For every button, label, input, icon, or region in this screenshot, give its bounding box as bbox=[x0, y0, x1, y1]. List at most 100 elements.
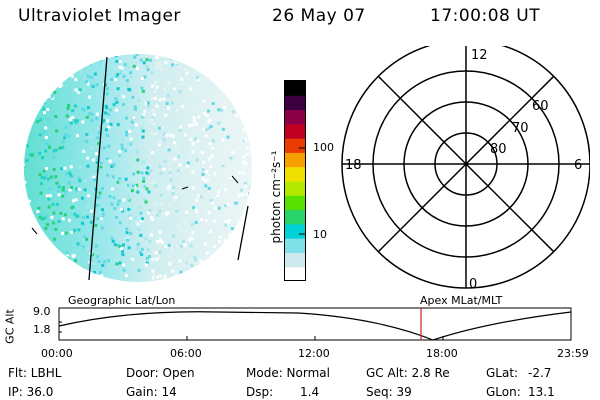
uv-speckle bbox=[177, 155, 181, 159]
uv-speckle bbox=[55, 129, 59, 133]
uv-speckle bbox=[115, 100, 119, 104]
uv-speckle bbox=[121, 249, 124, 253]
uv-speckle bbox=[55, 181, 59, 185]
uv-speckle bbox=[140, 247, 144, 251]
uv-speckle bbox=[184, 61, 188, 64]
uv-speckle bbox=[226, 202, 230, 206]
uv-speckle bbox=[139, 233, 143, 237]
uv-speckle bbox=[25, 226, 29, 229]
uv-speckle bbox=[186, 179, 190, 183]
uv-speckle bbox=[63, 133, 67, 137]
polar-diagonal-2 bbox=[377, 75, 555, 253]
uv-speckle bbox=[40, 102, 44, 106]
uv-speckle bbox=[104, 128, 108, 132]
uv-speckle bbox=[194, 65, 198, 69]
uv-speckle bbox=[212, 220, 216, 224]
uv-speckle bbox=[202, 127, 206, 131]
uv-speckle bbox=[110, 202, 114, 206]
uv-speckle bbox=[90, 146, 93, 150]
gain-info: Gain: 14 bbox=[126, 385, 177, 399]
uv-speckle bbox=[125, 116, 128, 120]
uv-speckle bbox=[181, 54, 185, 58]
uv-speckle bbox=[223, 238, 227, 242]
uv-speckle bbox=[85, 133, 89, 137]
uv-speckle bbox=[214, 277, 218, 281]
uv-speckle bbox=[33, 275, 37, 279]
uv-speckle bbox=[142, 176, 146, 180]
uv-speckle bbox=[127, 207, 131, 211]
uv-speckle bbox=[156, 64, 160, 68]
uv-speckle bbox=[83, 188, 87, 192]
uv-speckle bbox=[209, 125, 213, 128]
uv-speckle bbox=[57, 74, 61, 78]
uv-speckle bbox=[147, 104, 151, 108]
uv-speckle bbox=[41, 265, 45, 269]
uv-speckle bbox=[42, 100, 45, 104]
uv-speckle bbox=[44, 226, 48, 230]
uv-speckle bbox=[159, 139, 163, 143]
uv-speckle bbox=[182, 240, 185, 243]
uv-speckle bbox=[155, 257, 159, 261]
colorbar-band bbox=[285, 123, 305, 139]
uv-speckle bbox=[67, 134, 71, 138]
uv-speckle bbox=[247, 187, 251, 191]
uv-speckle bbox=[43, 176, 47, 180]
uv-speckle bbox=[59, 211, 63, 215]
uv-speckle bbox=[151, 181, 155, 185]
uv-speckle bbox=[139, 58, 143, 62]
uv-speckle bbox=[180, 177, 184, 181]
uv-speckle bbox=[179, 168, 183, 172]
uv-speckle bbox=[116, 123, 120, 127]
uv-speckle bbox=[125, 79, 129, 82]
polar-label-mlt-0: 0 bbox=[469, 277, 477, 290]
uv-speckle bbox=[196, 75, 199, 79]
uv-speckle bbox=[52, 277, 56, 281]
uv-speckle bbox=[252, 132, 255, 135]
uv-speckle bbox=[232, 102, 236, 105]
uv-speckle bbox=[189, 62, 193, 66]
uv-speckle bbox=[26, 277, 29, 281]
uv-speckle bbox=[140, 171, 144, 175]
uv-speckle bbox=[41, 287, 44, 288]
uv-speckle bbox=[94, 282, 97, 285]
uv-speckle bbox=[132, 64, 136, 68]
uv-speckle bbox=[193, 127, 197, 130]
uv-speckle bbox=[170, 101, 174, 105]
uv-speckle bbox=[244, 54, 248, 55]
uv-speckle bbox=[190, 223, 194, 227]
uv-speckle bbox=[135, 183, 139, 187]
glat-label: GLat: bbox=[486, 366, 519, 380]
uv-speckle bbox=[217, 108, 221, 112]
uv-speckle bbox=[195, 89, 199, 92]
uv-speckle bbox=[29, 70, 33, 74]
uv-speckle bbox=[96, 204, 100, 208]
uv-speckle bbox=[242, 171, 246, 175]
uv-speckle bbox=[244, 138, 248, 142]
polar-label-mlt-18: 18 bbox=[345, 158, 362, 173]
uv-speckle bbox=[99, 76, 103, 80]
uv-speckle bbox=[158, 238, 162, 242]
uv-speckle bbox=[162, 278, 166, 282]
uv-speckle bbox=[227, 276, 231, 280]
uv-speckle bbox=[166, 94, 170, 98]
uv-speckle bbox=[24, 212, 28, 216]
uv-speckle bbox=[133, 55, 137, 59]
terminator-line-left bbox=[88, 56, 108, 281]
uv-speckle bbox=[129, 71, 132, 75]
uv-speckle bbox=[220, 143, 224, 147]
uv-speckle bbox=[86, 205, 89, 209]
uv-speckle bbox=[69, 165, 73, 169]
uv-speckle bbox=[74, 198, 78, 202]
uv-speckle bbox=[105, 119, 109, 123]
uv-speckle bbox=[126, 164, 130, 168]
uv-speckle bbox=[74, 259, 78, 263]
uv-speckle bbox=[133, 105, 137, 109]
uv-speckle bbox=[114, 97, 118, 101]
uv-speckle bbox=[63, 166, 67, 170]
uv-speckle bbox=[83, 238, 87, 242]
uv-speckle bbox=[86, 54, 90, 57]
uv-speckle bbox=[34, 95, 38, 99]
uv-speckle bbox=[82, 63, 86, 67]
uv-speckle bbox=[129, 216, 132, 220]
uv-speckle bbox=[50, 215, 54, 219]
